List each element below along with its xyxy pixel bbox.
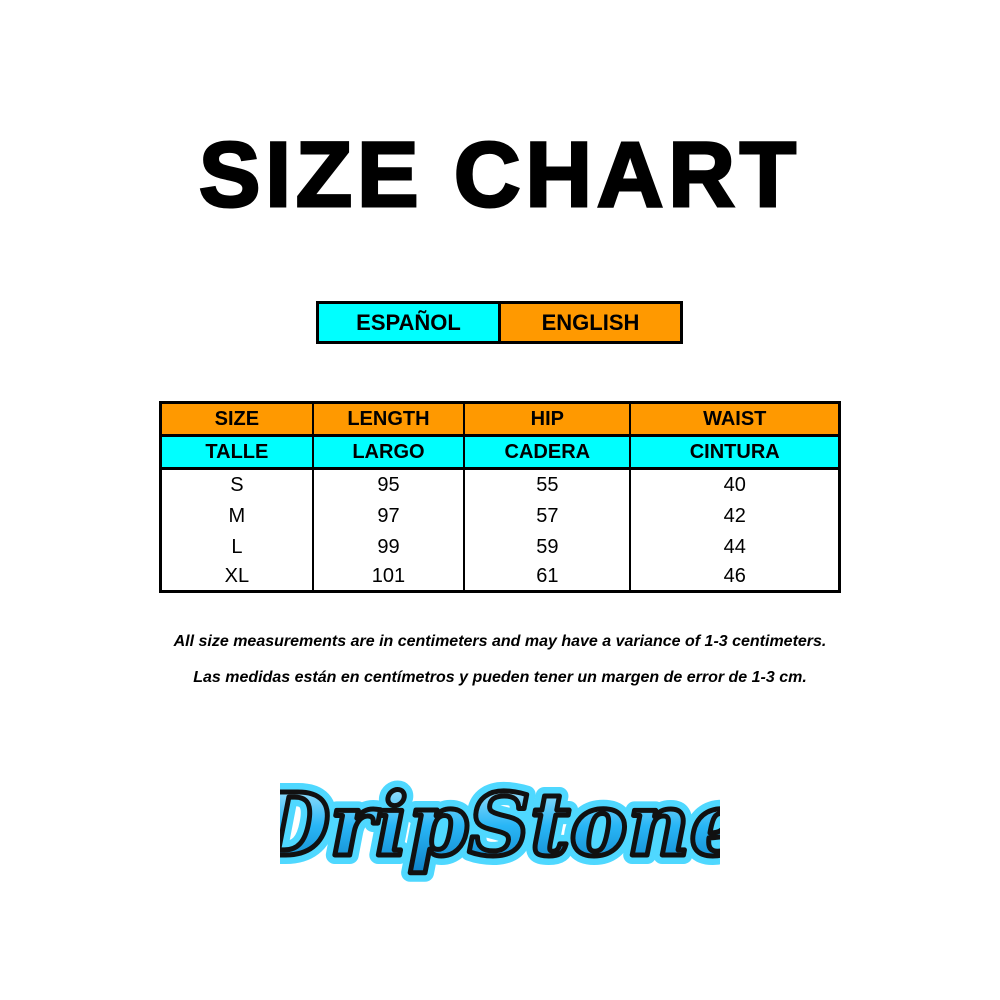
header-cell: CINTURA: [630, 435, 841, 470]
table-cell: XL: [160, 563, 314, 592]
note-english: All size measurements are in centimeters…: [173, 633, 827, 650]
header-cell: LENGTH: [312, 402, 466, 437]
table-cell: M: [160, 501, 314, 532]
svg-text:DripStone: DripStone: [280, 775, 720, 876]
header-cell: HIP: [464, 402, 632, 437]
table-cell: 95: [312, 468, 466, 501]
header-cell: SIZE: [160, 402, 314, 437]
table-cell: L: [160, 532, 314, 563]
table-row: XL 101 61 46: [160, 563, 841, 592]
dripstone-logo: DripStone DripStone: [280, 766, 720, 885]
header-cell: TALLE: [160, 435, 314, 470]
table-row: S 95 55 40: [160, 468, 841, 501]
size-table: SIZE LENGTH HIP WAIST TALLE LARGO CADERA…: [159, 401, 841, 593]
table-cell: 40: [630, 468, 841, 501]
table-row: M 97 57 42: [160, 501, 841, 532]
table-cell: 99: [312, 532, 466, 563]
note-spanish: Las medidas están en centímetros y puede…: [193, 669, 807, 686]
language-english-button[interactable]: ENGLISH: [501, 304, 680, 341]
page-title: SIZE CHART: [198, 123, 801, 228]
table-cell: 101: [312, 563, 466, 592]
svg-text:DripStone: DripStone: [280, 775, 720, 876]
language-spanish-button[interactable]: ESPAÑOL: [319, 304, 501, 341]
header-cell: WAIST: [630, 402, 841, 437]
table-cell: 57: [464, 501, 632, 532]
table-cell: 44: [630, 532, 841, 563]
table-cell: S: [160, 468, 314, 501]
table-cell: 59: [464, 532, 632, 563]
table-cell: 61: [464, 563, 632, 592]
table-cell: 46: [630, 563, 841, 592]
header-cell: CADERA: [464, 435, 632, 470]
language-toggle: ESPAÑOL ENGLISH: [316, 301, 683, 344]
table-cell: 42: [630, 501, 841, 532]
header-row-english: SIZE LENGTH HIP WAIST: [160, 402, 841, 437]
table-cell: 55: [464, 468, 632, 501]
table-cell: 97: [312, 501, 466, 532]
header-row-spanish: TALLE LARGO CADERA CINTURA: [160, 435, 841, 470]
table-row: L 99 59 44: [160, 532, 841, 563]
header-cell: LARGO: [312, 435, 466, 470]
